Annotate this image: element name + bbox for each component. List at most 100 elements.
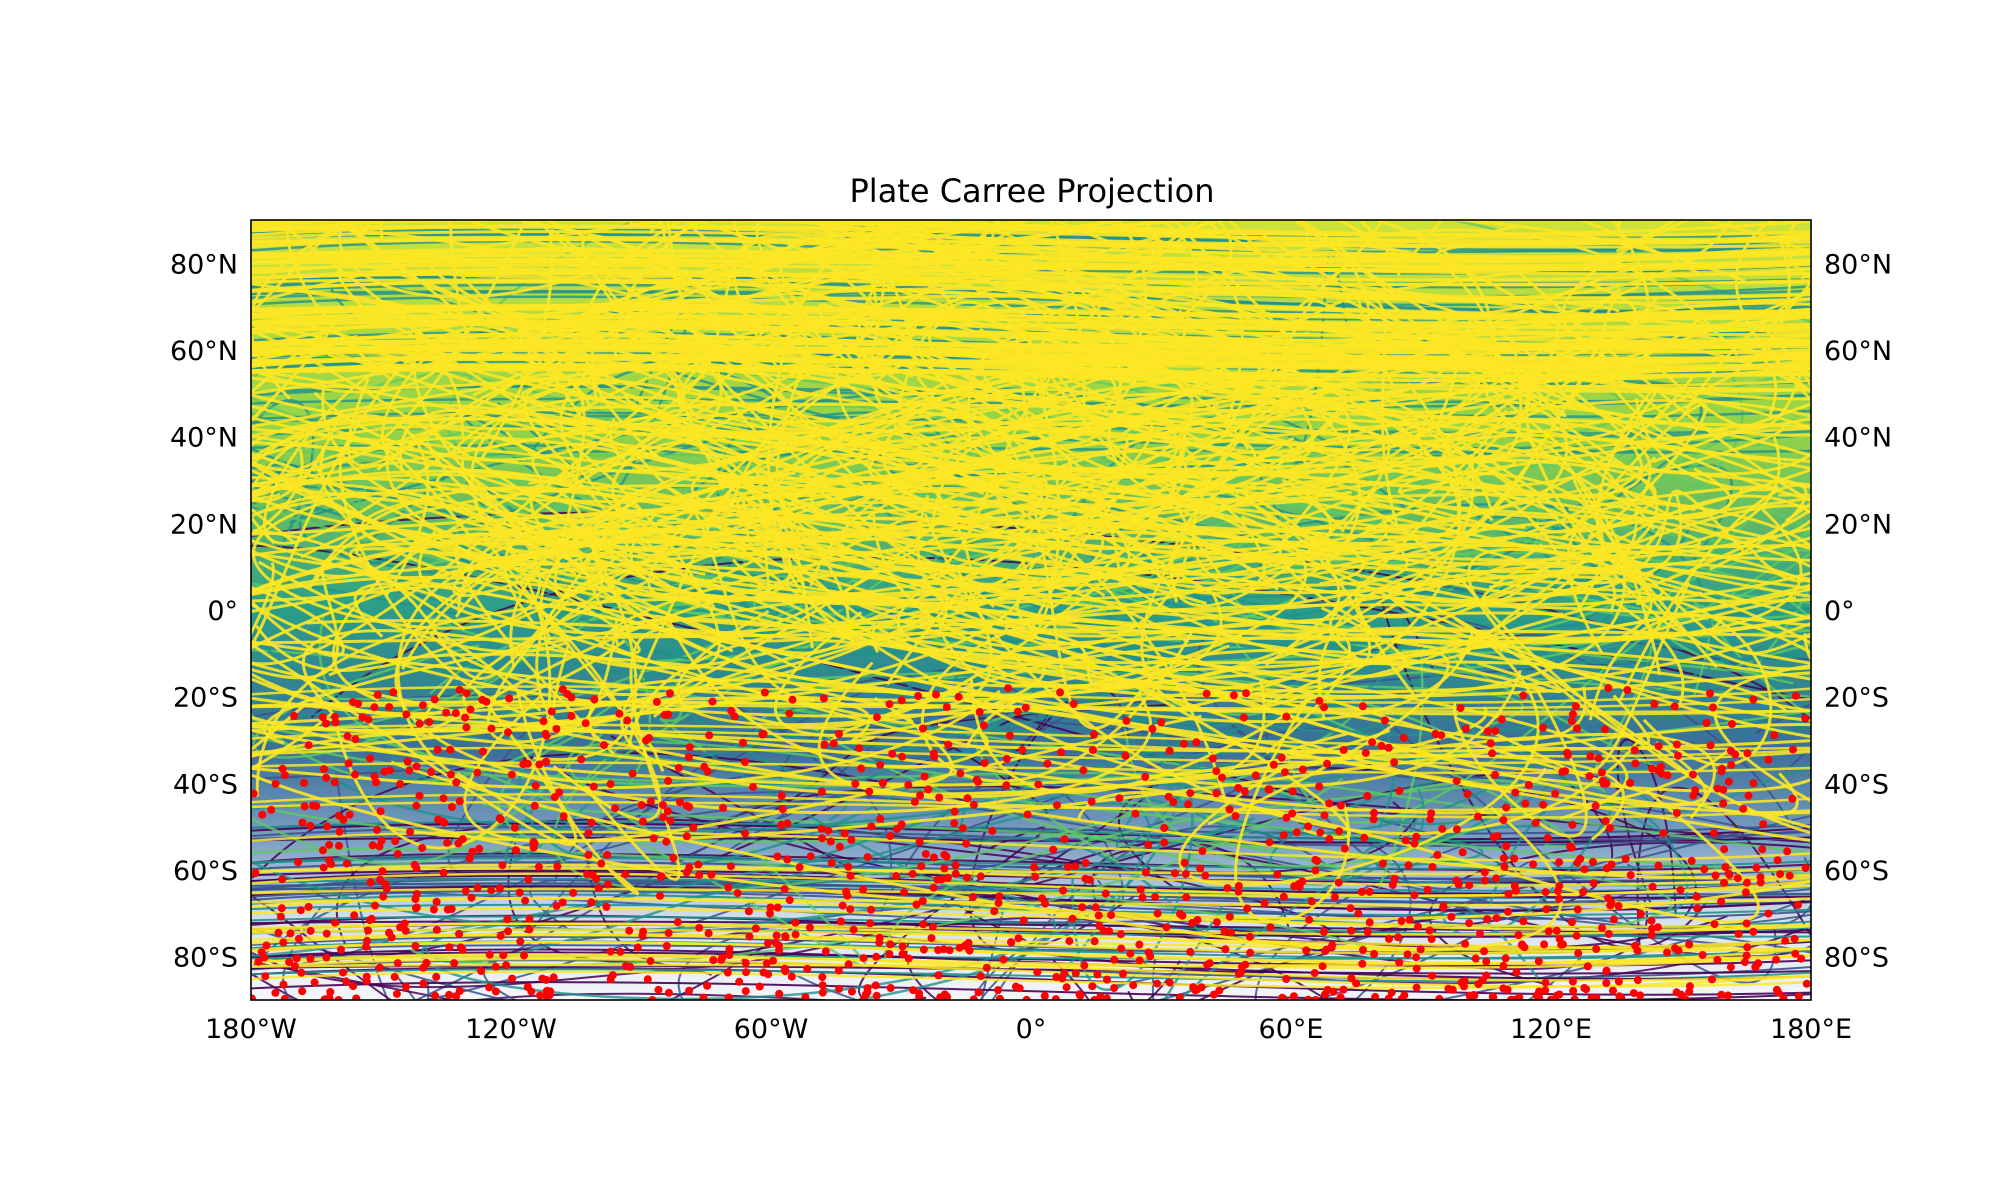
red-point	[1535, 987, 1544, 996]
red-point	[1758, 845, 1767, 854]
red-point	[1288, 787, 1297, 796]
red-point	[1426, 815, 1435, 824]
red-point	[920, 772, 929, 781]
red-point	[290, 711, 299, 720]
red-point	[351, 770, 359, 779]
red-point	[1591, 801, 1600, 810]
trajectory-line	[721, 503, 1713, 671]
red-point	[1205, 959, 1214, 968]
trajectory-line	[980, 825, 1328, 1000]
red-point	[1471, 954, 1480, 963]
trajectory-line	[251, 329, 716, 611]
red-point	[669, 853, 678, 862]
red-point	[467, 893, 476, 902]
red-point	[803, 964, 812, 973]
red-point	[378, 867, 387, 876]
trajectory-line	[251, 427, 1085, 547]
red-point	[1269, 760, 1278, 769]
red-point	[1741, 888, 1750, 897]
red-point	[1305, 915, 1314, 924]
red-point	[1395, 786, 1404, 795]
red-point	[455, 797, 464, 806]
red-point	[639, 927, 648, 936]
red-point	[1486, 739, 1495, 748]
red-point	[1153, 909, 1162, 918]
trajectory-line	[251, 475, 592, 561]
red-point	[685, 743, 694, 752]
trajectory-line	[251, 220, 1811, 237]
lat-tick-label-left: 20°S	[173, 683, 238, 714]
red-point	[427, 768, 436, 776]
red-point	[410, 860, 419, 869]
trajectory-line	[251, 342, 1811, 367]
red-point	[773, 852, 782, 861]
red-point	[1492, 914, 1501, 923]
red-point	[1004, 684, 1013, 693]
red-point	[1062, 983, 1071, 992]
red-point	[1481, 876, 1489, 885]
red-point	[1721, 863, 1730, 872]
red-point	[1541, 888, 1550, 897]
red-point	[462, 723, 471, 732]
red-point	[1687, 856, 1696, 865]
red-point	[552, 725, 561, 733]
red-point	[1180, 858, 1189, 867]
trajectory-line	[251, 236, 1811, 272]
red-point	[1711, 871, 1720, 880]
red-point	[633, 943, 642, 952]
lon-tick-label: 60°E	[1259, 1014, 1324, 1045]
red-point	[1339, 746, 1348, 754]
red-point	[335, 841, 343, 850]
red-point	[539, 717, 548, 726]
red-point	[1412, 953, 1421, 962]
red-point	[310, 978, 319, 987]
red-point	[1273, 870, 1282, 879]
trajectory-line	[257, 560, 570, 739]
trajectory-line	[251, 426, 1811, 544]
red-point	[621, 870, 630, 879]
red-point	[1289, 992, 1298, 1000]
red-point	[512, 846, 520, 855]
trajectory-line	[848, 404, 1164, 730]
red-point	[824, 826, 833, 835]
red-point	[312, 802, 321, 810]
red-point	[1598, 924, 1606, 932]
red-point	[1648, 882, 1657, 891]
red-point	[298, 987, 307, 996]
red-point	[442, 708, 451, 717]
red-point	[1223, 884, 1232, 893]
trajectory-line	[1891, 521, 2000, 557]
trajectory-line	[429, 613, 931, 712]
red-point	[334, 811, 343, 820]
trajectory-line	[1592, 550, 1797, 642]
red-point	[1088, 746, 1097, 754]
red-point	[817, 787, 826, 796]
trajectory-line	[251, 591, 1223, 702]
lon-tick-label: 60°W	[734, 1014, 809, 1045]
red-point	[1724, 777, 1733, 786]
red-point	[362, 977, 371, 986]
trajectory-line	[1115, 709, 1211, 851]
red-point	[1339, 985, 1348, 994]
trajectory-line	[251, 884, 1811, 898]
red-point	[1728, 720, 1736, 728]
red-point	[1101, 889, 1110, 898]
red-point	[1241, 960, 1250, 969]
red-point	[251, 789, 258, 798]
red-point	[550, 793, 559, 802]
lon-tick-label: 180°E	[1770, 1014, 1852, 1045]
red-point	[855, 744, 864, 753]
red-point	[278, 764, 287, 773]
red-point	[367, 914, 376, 923]
trajectory-line	[930, 410, 1430, 532]
red-point	[898, 942, 907, 951]
red-point	[1770, 731, 1779, 740]
red-point	[1071, 969, 1080, 978]
red-point	[935, 793, 944, 802]
red-point	[350, 911, 359, 920]
red-point	[727, 862, 735, 871]
lat-tick-label-left: 80°N	[170, 249, 238, 280]
red-point	[703, 767, 712, 776]
red-point	[1554, 887, 1562, 895]
red-point	[491, 962, 500, 971]
